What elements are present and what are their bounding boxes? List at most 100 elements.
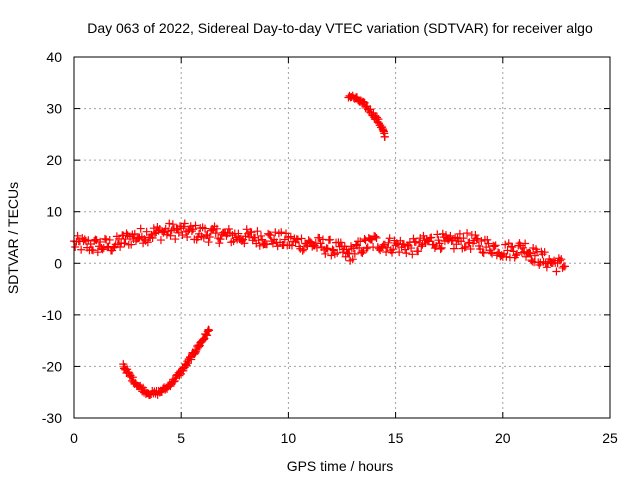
data-point — [77, 245, 86, 254]
data-point — [211, 229, 220, 238]
data-point — [333, 248, 342, 257]
data-point — [142, 227, 151, 236]
x-tick-label: 5 — [177, 430, 185, 446]
data-point — [436, 245, 445, 254]
data-point — [542, 263, 551, 272]
data-point — [92, 236, 101, 245]
chart-title: Day 063 of 2022, Sidereal Day-to-day VTE… — [87, 20, 593, 36]
data-point — [98, 245, 107, 254]
data-point — [257, 231, 266, 240]
tick-marks — [73, 56, 611, 419]
data-point — [203, 327, 212, 336]
data-point — [459, 234, 468, 243]
data-point — [299, 245, 308, 254]
y-tick-label: 30 — [46, 101, 62, 117]
data-point — [490, 242, 499, 251]
data-point — [395, 248, 404, 257]
x-tick-label: 10 — [281, 430, 297, 446]
data-point — [180, 219, 189, 228]
data-point — [374, 115, 383, 124]
data-point — [560, 262, 569, 271]
data-point — [293, 235, 302, 244]
data-point — [156, 236, 165, 245]
data-point — [502, 252, 511, 261]
data-point — [280, 235, 289, 244]
data-point — [169, 377, 178, 386]
data-point — [372, 233, 381, 242]
data-point — [557, 255, 566, 264]
plot-frame — [73, 56, 611, 419]
data-point — [71, 243, 80, 252]
data-point — [164, 227, 173, 236]
data-point — [478, 248, 487, 257]
data-point — [298, 246, 307, 255]
data-point — [96, 237, 105, 246]
data-point — [234, 229, 243, 238]
data-point — [191, 221, 200, 230]
data-point — [473, 235, 482, 244]
data-point — [89, 246, 98, 255]
data-point — [465, 238, 474, 247]
grid — [74, 57, 610, 418]
data-point — [437, 243, 446, 252]
data-point — [483, 235, 492, 244]
data-point — [455, 229, 464, 238]
data-point — [205, 232, 214, 241]
data-point — [359, 98, 368, 107]
data-point — [99, 243, 108, 252]
data-point — [305, 237, 314, 246]
data-point — [262, 240, 271, 249]
data-point — [166, 231, 175, 240]
data-point — [80, 235, 89, 244]
data-point — [471, 231, 480, 240]
x-tick-labels: 0 5 10 15 20 25 — [70, 430, 618, 446]
y-tick-label: 40 — [46, 49, 62, 65]
data-layer — [70, 91, 569, 399]
y-tick-label: 20 — [46, 152, 62, 168]
data-point — [356, 237, 365, 246]
data-point — [503, 246, 512, 255]
data-point — [348, 255, 357, 264]
data-point — [388, 248, 397, 257]
data-point — [136, 224, 145, 233]
data-point — [148, 234, 157, 243]
data-point — [399, 240, 408, 249]
data-point — [183, 359, 192, 368]
data-point — [277, 228, 286, 237]
data-point — [414, 247, 423, 256]
data-point — [247, 228, 256, 237]
data-point — [297, 234, 306, 243]
data-point — [175, 371, 184, 380]
data-point — [193, 233, 202, 242]
data-point — [402, 249, 411, 258]
data-point — [201, 224, 210, 233]
data-point — [321, 249, 330, 258]
data-point — [540, 248, 549, 257]
data-point — [521, 239, 530, 248]
data-point — [315, 233, 324, 242]
data-point — [165, 219, 174, 228]
y-tick-labels: -30 -20 -10 0 10 20 30 40 — [42, 49, 62, 426]
data-point — [385, 234, 394, 243]
data-point — [215, 239, 224, 248]
data-point — [255, 241, 264, 250]
y-tick-label: -10 — [42, 307, 62, 323]
data-point — [312, 243, 321, 252]
data-point — [513, 249, 522, 258]
data-point — [240, 239, 249, 248]
data-point — [326, 235, 335, 244]
data-point — [162, 230, 171, 239]
data-point — [253, 227, 262, 236]
data-point — [116, 243, 125, 252]
data-point — [268, 239, 277, 248]
data-point — [528, 257, 537, 266]
data-point — [203, 331, 212, 340]
data-point — [556, 256, 565, 265]
y-tick-label: 0 — [54, 255, 62, 271]
data-point — [446, 231, 455, 240]
data-point — [100, 234, 109, 243]
data-point — [149, 224, 158, 233]
data-point — [401, 245, 410, 254]
data-point — [486, 248, 495, 257]
data-point — [73, 231, 82, 240]
